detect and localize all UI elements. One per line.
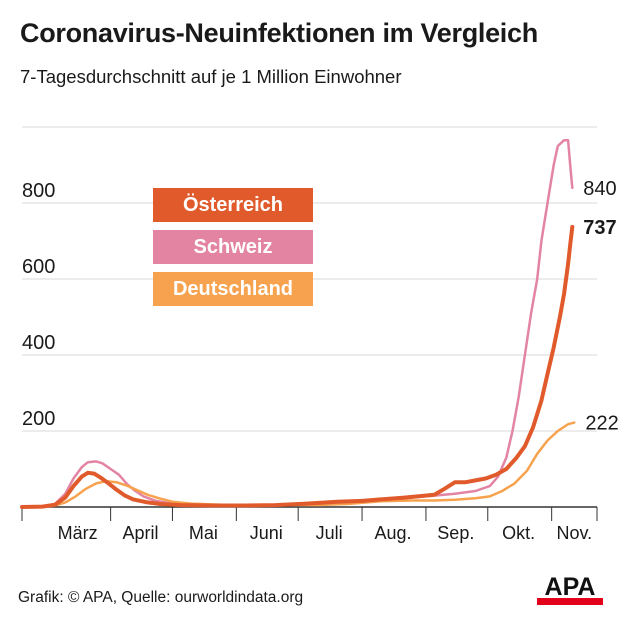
x-tick-label: März [58, 523, 98, 543]
svg-text:APA: APA [545, 573, 596, 601]
x-axis: März April Mai Juni Juli Aug. Sep. Okt. Nov. [21, 506, 598, 543]
y-axis-ticks: 200 400 600 800 [22, 180, 55, 430]
apa-logo: APA [537, 573, 603, 605]
end-label-deutschland: 222 [585, 413, 618, 435]
y-tick-label: 600 [22, 256, 55, 278]
end-label-oesterreich: 737 [583, 217, 616, 239]
x-tick-label: April [122, 523, 158, 543]
x-tick-label: Okt. [502, 523, 535, 543]
legend-item-schweiz: Schweiz [153, 230, 313, 264]
y-tick-label: 200 [22, 408, 55, 430]
x-tick-label: Juni [250, 523, 283, 543]
x-tick-label: Sep. [437, 523, 474, 543]
x-tick-label: Nov. [556, 523, 592, 543]
x-tick-label: Mai [189, 523, 218, 543]
chart-title: Coronavirus-Neuinfektionen im Vergleich [20, 18, 538, 48]
x-tick-label: Aug. [374, 523, 411, 543]
end-value-labels: 840 222 737 [583, 178, 618, 435]
chart-subtitle: 7-Tagesdurchschnitt auf je 1 Million Ein… [20, 66, 402, 87]
legend-item-deutschland: Deutschland [153, 272, 313, 306]
series-line-oesterreich [20, 224, 575, 509]
source-credit: Grafik: © APA, Quelle: ourworldindata.or… [18, 589, 304, 606]
legend-item-oesterreich: Österreich [153, 188, 313, 222]
series-lines [20, 139, 576, 509]
legend: Österreich Schweiz Deutschland [153, 188, 313, 314]
x-tick-label: Juli [316, 523, 343, 543]
end-label-schweiz: 840 [583, 178, 616, 200]
y-tick-label: 800 [22, 180, 55, 202]
y-tick-label: 400 [22, 332, 55, 354]
